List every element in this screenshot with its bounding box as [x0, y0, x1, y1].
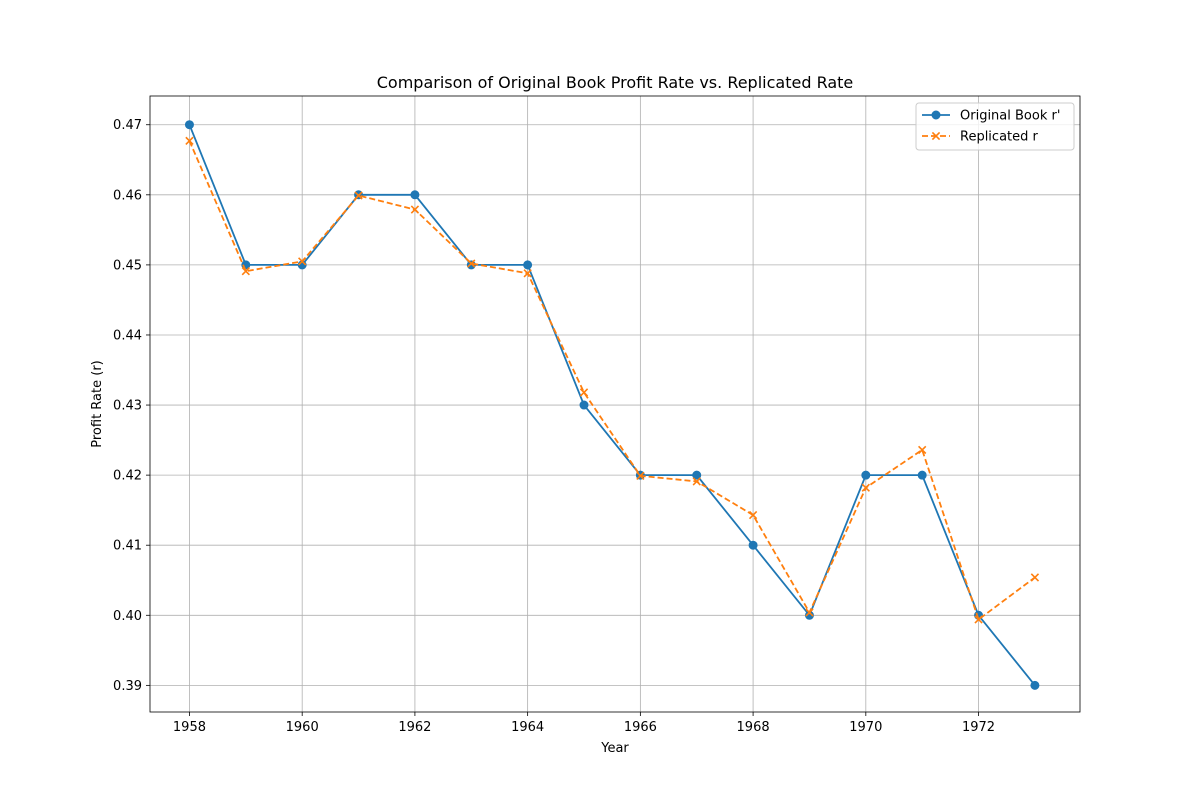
- data-point-series-2: [241, 267, 250, 276]
- x-axis-label: Year: [600, 741, 629, 756]
- y-axis-ticks: 0.39 0.40 0.41 0.42 0.43 0.44 0.45 0.46 0.47: [113, 118, 150, 694]
- data-point-series-1: [523, 260, 533, 270]
- data-point-series-1: [184, 120, 194, 130]
- plot-frame: [149, 95, 1081, 713]
- data-point-series-2: [918, 445, 927, 455]
- data-point-series-2: [523, 269, 532, 278]
- y-tick-label: 0.45: [113, 258, 142, 273]
- x-axis-ticks: 1958 1960 1962 1964 1966 1968 1970 1972: [173, 712, 995, 735]
- x-tick-label: 1966: [624, 720, 657, 735]
- data-point-series-2: [579, 388, 589, 397]
- data-point-series-1: [692, 470, 702, 480]
- data-point-series-2: [354, 191, 363, 200]
- series-line-2: [188, 140, 1036, 621]
- data-point-series-1: [917, 470, 927, 480]
- x-tick-label: 1970: [849, 720, 882, 735]
- y-axis-label: Profit Rate (r): [90, 360, 105, 447]
- data-point-series-1: [579, 400, 589, 410]
- y-tick-label: 0.43: [113, 399, 142, 414]
- data-point-series-2: [692, 477, 701, 486]
- data-point-series-2: [861, 483, 870, 492]
- data-point-series-1: [410, 190, 420, 200]
- y-tick-label: 0.42: [113, 469, 142, 484]
- x-tick-label: 1960: [286, 720, 319, 735]
- legend-label-2: Replicated r: [960, 130, 1039, 145]
- data-point-series-2: [467, 259, 476, 268]
- y-tick-label: 0.44: [113, 328, 142, 343]
- legend-label-1: Original Book r': [960, 109, 1060, 124]
- legend-marker-2: [931, 131, 941, 141]
- x-tick-label: 1962: [398, 720, 431, 735]
- y-tick-label: 0.47: [113, 118, 142, 133]
- data-point-series-2: [298, 257, 307, 266]
- data-point-series-2: [410, 205, 420, 214]
- data-point-series-1: [748, 540, 758, 550]
- y-tick-label: 0.39: [113, 679, 142, 694]
- data-point-series-1: [466, 260, 476, 270]
- y-tick-label: 0.41: [113, 539, 142, 554]
- x-tick-label: 1964: [511, 720, 544, 735]
- data-point-series-2: [974, 615, 983, 624]
- legend-box: [915, 102, 1075, 151]
- legend-marker-1: [931, 110, 941, 120]
- chart-title: Comparison of Original Book Profit Rate …: [377, 73, 854, 92]
- series-line-1: [188, 124, 1036, 686]
- x-tick-label: 1972: [962, 720, 995, 735]
- data-point-series-2: [636, 471, 645, 480]
- legend: Original Book r' Replicated r: [915, 102, 1075, 151]
- x-tick-label: 1968: [737, 720, 770, 735]
- data-point-series-1: [1030, 680, 1040, 690]
- data-point-series-2: [805, 608, 814, 617]
- y-tick-label: 0.40: [113, 609, 142, 624]
- y-tick-label: 0.46: [113, 188, 142, 203]
- data-point-series-2: [1030, 573, 1040, 582]
- x-tick-label: 1958: [173, 720, 206, 735]
- series-group: [184, 120, 1040, 690]
- data-point-series-1: [861, 470, 871, 480]
- data-point-series-2: [185, 136, 194, 146]
- data-point-series-2: [748, 510, 758, 520]
